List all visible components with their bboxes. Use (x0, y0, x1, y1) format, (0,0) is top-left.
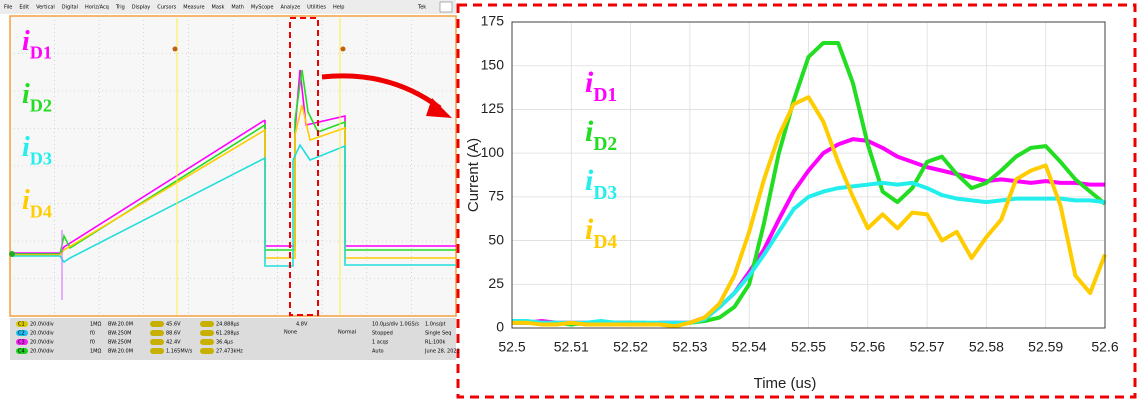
measurement: 88.6V (166, 331, 181, 337)
menu-item[interactable]: Trig (115, 5, 125, 11)
acquisition: RL:100k (425, 340, 445, 346)
brand: Tek (417, 5, 426, 11)
x-axis-label: Time (us) (754, 375, 817, 392)
menu-item[interactable]: Cursors (157, 5, 176, 11)
y-tick-label: 0 (496, 319, 504, 335)
y-tick-label: 125 (481, 100, 505, 116)
acquisition: 10.0µs/div 1.0GS/s (372, 322, 419, 328)
trigger-mode: None (284, 330, 297, 336)
trigger-type: Normal (338, 330, 356, 336)
trigger-level: 4.8V (296, 322, 308, 328)
x-tick-label: 52.57 (910, 339, 945, 355)
channel-id: C4 (18, 349, 25, 355)
measurement: 24.888µs (216, 322, 240, 328)
x-tick-label: 52.54 (732, 339, 767, 355)
measurement: 27.473kHz (216, 349, 243, 355)
x-tick-label: 52.5 (498, 339, 525, 355)
measurement-badge (150, 330, 164, 336)
measurement-badge (200, 348, 214, 354)
measurement-badge (150, 339, 164, 345)
y-tick-label: 100 (481, 144, 505, 160)
channel-bw: BW:250M (108, 340, 131, 346)
window-button[interactable] (440, 2, 452, 12)
measurement-badge (200, 330, 214, 336)
measurement-badge (150, 348, 164, 354)
x-tick-label: 52.55 (791, 339, 826, 355)
menu-item[interactable]: Help (333, 5, 344, 11)
figure: Time (us) Current (A) File Edit Vertical Di… (0, 0, 1138, 400)
measurement-badge (200, 339, 214, 345)
cursor-marker (341, 47, 346, 52)
channel-bw: BW:20.0M (108, 349, 133, 355)
measurement: 45.6V (166, 322, 181, 328)
acquisition: 1.0ns/pt (425, 322, 446, 328)
channel-id: C1 (18, 322, 25, 328)
menu-item[interactable]: Math (231, 5, 244, 11)
y-axis-label: Current (A) (465, 138, 482, 212)
menu-item[interactable]: Horiz/Acq (85, 5, 109, 11)
channel-id: C2 (18, 331, 25, 337)
menu-item[interactable]: Edit (19, 5, 29, 11)
measurement-badge (150, 321, 164, 327)
acquisition: Stopped (372, 331, 393, 337)
measurement: 61.288µs (216, 331, 240, 337)
y-tick-label: 50 (488, 231, 504, 247)
x-tick-label: 52.52 (613, 339, 648, 355)
menu-item[interactable]: Measure (183, 5, 204, 11)
acquisition: 1 acqs (372, 340, 389, 346)
x-tick-label: 52.59 (1028, 339, 1063, 355)
channel-scale: 20.0V/div (30, 331, 54, 337)
menu-item[interactable]: Display (132, 5, 150, 11)
channel-coupling: f0 (90, 340, 95, 346)
measurement: 42.4V (166, 340, 181, 346)
channel-bw: BW:250M (108, 331, 131, 337)
menu-item[interactable]: Utilities (307, 5, 326, 11)
x-tick-label: 52.58 (969, 339, 1004, 355)
channel-scale: 20.0V/div (30, 322, 54, 328)
menu-item[interactable]: Analyze (280, 5, 300, 11)
acquisition: Auto (372, 349, 384, 355)
y-tick-label: 75 (488, 188, 504, 204)
channel-coupling: 1MΩ (90, 322, 101, 328)
menu-item[interactable]: File (4, 5, 12, 11)
x-tick-label: 52.53 (672, 339, 707, 355)
y-tick-label: 25 (488, 275, 504, 291)
channel-coupling: 1MΩ (90, 349, 101, 355)
x-tick-label: 52.51 (554, 339, 589, 355)
menu-item[interactable]: Vertical (36, 5, 55, 11)
ground-marker (9, 251, 15, 257)
measurement-badge (200, 321, 214, 327)
channel-coupling: f0 (90, 331, 95, 337)
channel-scale: 20.0V/div (30, 340, 54, 346)
measurement: 36.4µs (216, 340, 233, 346)
channel-scale: 20.0V/div (30, 349, 54, 355)
menu-item[interactable]: Mask (212, 5, 225, 11)
y-tick-label: 150 (481, 56, 505, 72)
cursor-marker (173, 47, 178, 52)
acquisition: Single Seq (425, 331, 451, 337)
x-tick-label: 52.6 (1091, 339, 1118, 355)
acquisition: June 28, 2022 (424, 349, 460, 355)
channel-bw: BW:20.0M (108, 322, 133, 328)
x-tick-label: 52.56 (850, 339, 885, 355)
measurement: 1.165MV/s (166, 349, 193, 355)
y-tick-label: 175 (481, 13, 505, 29)
channel-id: C3 (18, 340, 25, 346)
menu-item[interactable]: Digital (62, 5, 78, 11)
menu-item[interactable]: MyScope (251, 5, 274, 11)
